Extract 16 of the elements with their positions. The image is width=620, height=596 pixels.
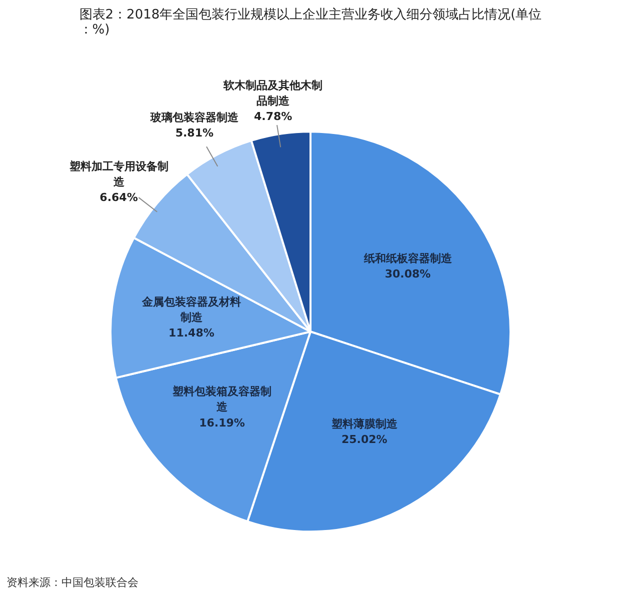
slice-label: 塑料加工专用设备制造 bbox=[68, 160, 168, 188]
slice-label: 塑料包装箱及容器制造 bbox=[172, 385, 272, 414]
chart-title: 图表2：2018年全国包装行业规模以上企业主营业务收入细分领域占比情况(单位：%) bbox=[79, 6, 542, 38]
data-label: 30.08% bbox=[384, 267, 431, 280]
data-label: 5.81% bbox=[175, 126, 214, 140]
data-label: 16.19% bbox=[199, 416, 245, 430]
slice-label: 金属包装容器及材料制造 bbox=[140, 295, 241, 324]
slice-label: 塑料薄膜制造 bbox=[330, 417, 398, 430]
slice-label: 纸和纸板容器制造 bbox=[362, 252, 453, 265]
data-label: 11.48% bbox=[168, 326, 214, 340]
data-label: 4.78% bbox=[254, 110, 292, 124]
data-label: 25.02% bbox=[341, 432, 388, 446]
slice-label: 玻璃包装容器制造 bbox=[149, 110, 240, 124]
data-label: 6.64% bbox=[100, 191, 138, 204]
slice-label: 软木制品及其他木制品制造 bbox=[222, 78, 323, 108]
text: 资料来源：中国包装联合会 bbox=[6, 576, 138, 590]
